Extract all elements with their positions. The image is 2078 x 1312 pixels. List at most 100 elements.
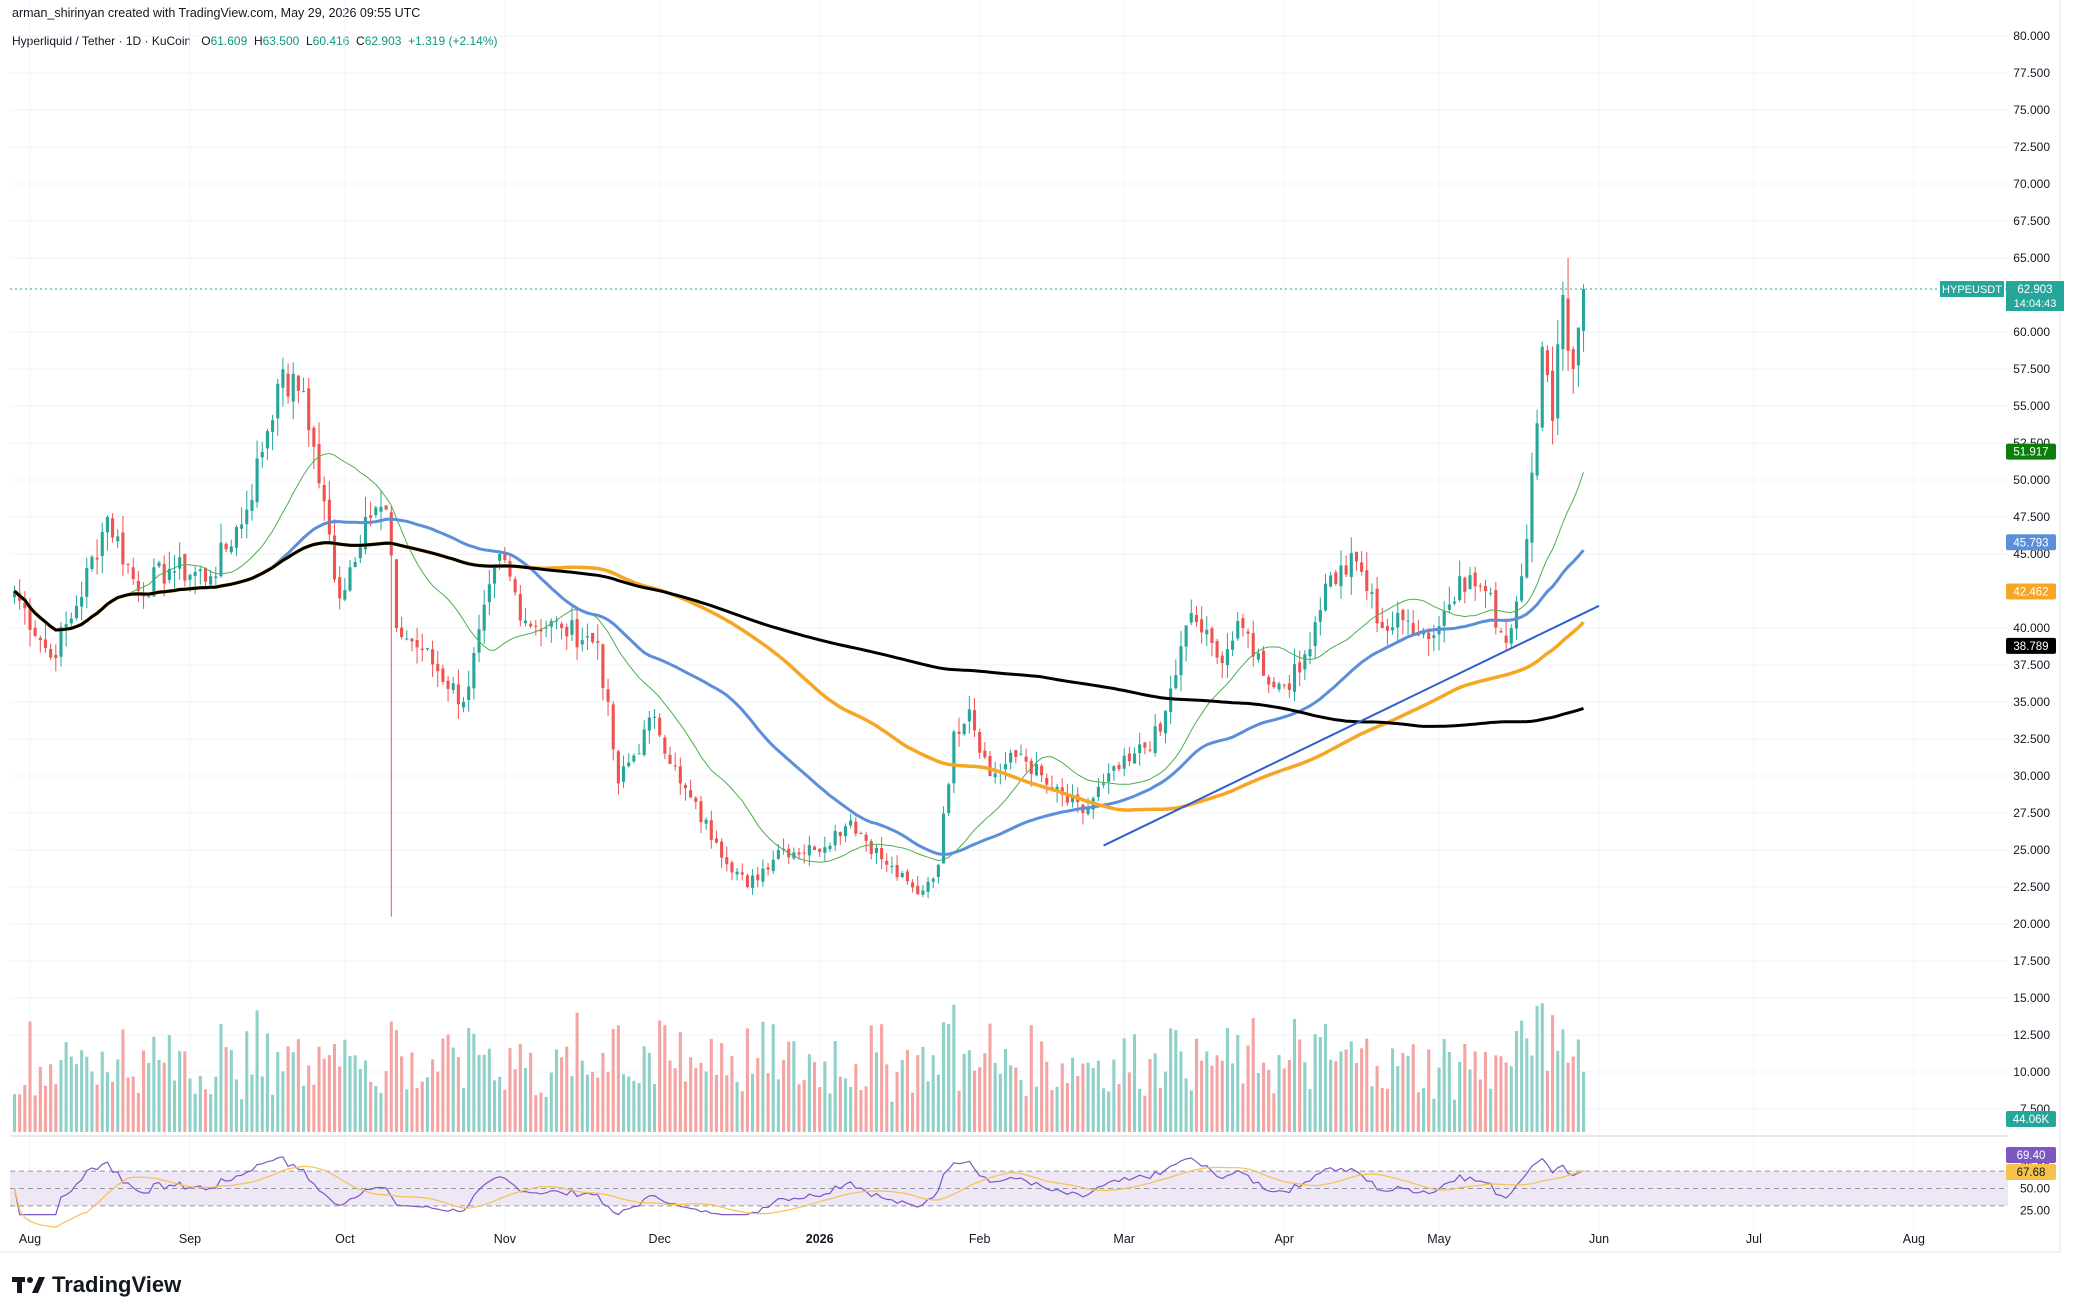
volume-bar — [998, 1073, 1002, 1132]
candle — [611, 701, 615, 761]
volume-bar — [797, 1084, 801, 1132]
candle-body — [745, 875, 749, 887]
ma-slow-tag: 42.462 — [2006, 583, 2056, 600]
candle — [554, 616, 558, 630]
candle — [1102, 773, 1106, 789]
volume-bar — [1504, 1062, 1508, 1132]
candle — [307, 377, 311, 447]
ma-long-tag: 38.789 — [2006, 637, 2056, 654]
candle-body — [1143, 742, 1147, 748]
candle-body — [900, 873, 904, 878]
candle — [838, 831, 842, 845]
candle — [905, 869, 909, 885]
volume-bar — [420, 1081, 424, 1132]
candle — [224, 542, 228, 553]
volume-bar — [1514, 1031, 1518, 1132]
volume-bar — [1200, 1060, 1204, 1132]
candle-body — [1040, 765, 1044, 776]
candle-body — [709, 820, 713, 840]
candle-body — [111, 518, 115, 538]
candle — [1138, 732, 1142, 766]
candle-body — [1277, 683, 1281, 690]
candle-body — [286, 373, 290, 397]
volume-bar — [761, 1021, 765, 1132]
candle — [43, 622, 48, 653]
volume-bar — [1401, 1053, 1405, 1132]
volume-bar — [59, 1060, 63, 1132]
candle-body — [1200, 619, 1204, 633]
candle-body — [1256, 653, 1260, 660]
candle — [1174, 659, 1178, 690]
volume-bar — [1122, 1038, 1126, 1132]
candle — [1189, 599, 1193, 626]
candle-body — [487, 584, 491, 603]
candle-body — [1514, 601, 1518, 629]
volume-bar — [234, 1079, 238, 1132]
candle-body — [436, 663, 440, 672]
candle-body — [518, 594, 522, 621]
candle-body — [1272, 681, 1276, 688]
volume-bar — [281, 1071, 285, 1132]
candle-body — [756, 874, 760, 881]
candle — [849, 813, 853, 829]
ticker-tag-text: HYPEUSDT — [1942, 284, 2002, 296]
volume-bar — [1174, 1029, 1178, 1132]
volume-bar — [1406, 1055, 1410, 1132]
candle-body — [302, 391, 306, 393]
volume-bar — [900, 1060, 904, 1132]
candle-body — [358, 547, 362, 559]
candle-body — [245, 509, 249, 525]
candle — [766, 862, 770, 876]
candle — [983, 742, 987, 760]
candle-body — [1494, 590, 1498, 628]
candle — [1019, 744, 1023, 756]
candle — [1231, 631, 1235, 657]
candle — [234, 525, 238, 557]
candle-body — [1102, 783, 1106, 785]
candle-body — [978, 731, 982, 753]
volume-bar — [260, 1076, 264, 1132]
volume-bar — [69, 1056, 73, 1132]
candle-body — [152, 567, 156, 597]
volume-bar — [1127, 1072, 1131, 1132]
volume-bar — [198, 1075, 202, 1132]
candle-body — [843, 826, 848, 837]
candle-body — [523, 620, 528, 624]
volume-bar — [751, 1073, 755, 1132]
candle — [1365, 552, 1369, 601]
candle-body — [162, 564, 166, 584]
candle — [240, 507, 244, 539]
candle-body — [1096, 786, 1100, 797]
volume-bar — [911, 1092, 915, 1132]
volume-bar — [214, 1076, 218, 1132]
volume-bar — [296, 1039, 300, 1132]
legend-symbol[interactable]: Hyperliquid / Tether · 1D · KuCoin — [12, 34, 192, 48]
price-tags: HYPEUSDT 62.903 14:04:43 51.917 45.793 42.462… — [1940, 281, 2064, 1180]
candle — [967, 696, 971, 734]
candle-body — [874, 847, 878, 854]
candle — [916, 876, 920, 895]
volume-bar — [1272, 1093, 1276, 1132]
candle-body — [833, 830, 837, 846]
volume-bar — [1509, 1066, 1513, 1132]
candle-body — [1282, 684, 1286, 686]
candle-body — [374, 507, 378, 516]
candle — [1034, 751, 1038, 777]
volume-bar — [1380, 1087, 1384, 1132]
chart-grid — [10, 0, 2008, 1232]
volume-bar — [905, 1049, 909, 1132]
candle-body — [544, 627, 548, 629]
volume-bar — [714, 1074, 718, 1132]
ma-slow-tag-bg — [2006, 583, 2056, 600]
volume-bar — [1029, 1025, 1033, 1132]
candle — [1504, 618, 1508, 652]
volume-bar — [353, 1055, 357, 1132]
tradingview-logo[interactable]: TradingView — [12, 1272, 181, 1298]
candle-body — [854, 821, 858, 834]
candle — [80, 581, 84, 621]
candle — [1375, 576, 1379, 633]
volume-bar — [967, 1050, 971, 1132]
candle — [1334, 569, 1338, 587]
candle — [1298, 650, 1302, 687]
